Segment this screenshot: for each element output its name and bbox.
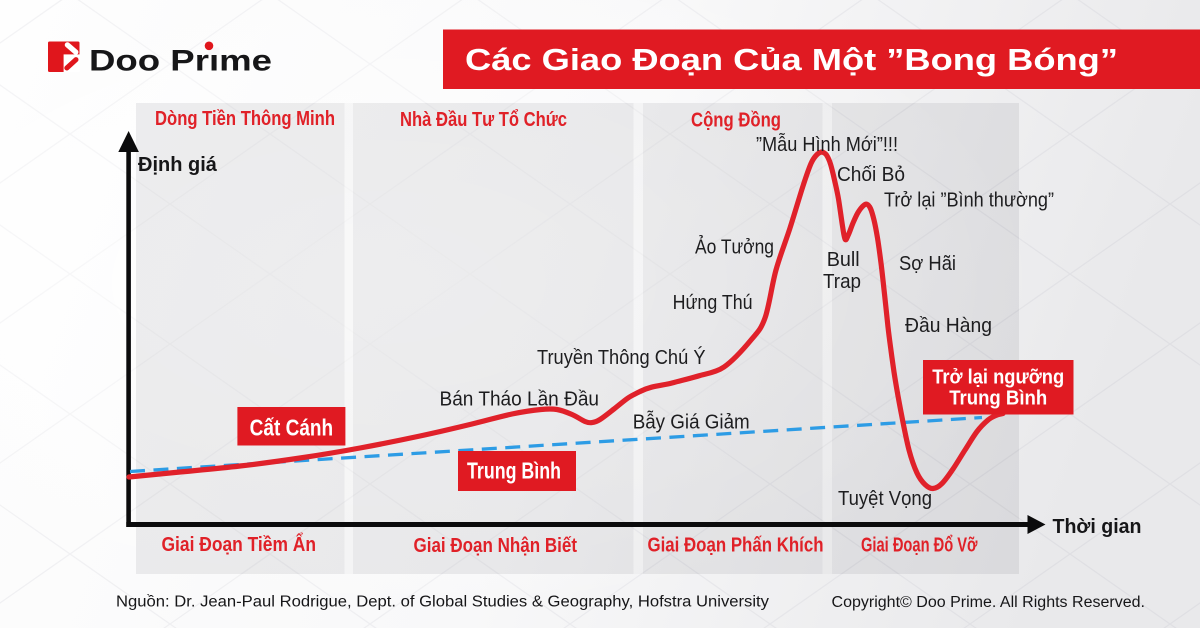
- svg-text:Nhà Đầu Tư Tổ Chức: Nhà Đầu Tư Tổ Chức: [400, 109, 567, 131]
- svg-text:Bán Tháo Lần Đầu: Bán Tháo Lần Đầu: [440, 388, 600, 411]
- svg-text:Giai Đoạn Nhận Biết: Giai Đoạn Nhận Biết: [414, 535, 578, 557]
- svg-text:Chối Bỏ: Chối Bỏ: [837, 163, 905, 186]
- svg-text:Trap: Trap: [823, 270, 861, 293]
- svg-text:Giai Đoạn Tiềm Ẩn: Giai Đoạn Tiềm Ẩn: [162, 533, 317, 556]
- svg-text:Copyright© Doo Prime. All Righ: Copyright© Doo Prime. All Rights Reserve…: [832, 594, 1146, 611]
- svg-text:Trung Bình: Trung Bình: [467, 458, 561, 484]
- svg-text:Dòng Tiền Thông Minh: Dòng Tiền Thông Minh: [155, 108, 335, 130]
- svg-text:Cất Cánh: Cất Cánh: [250, 415, 334, 441]
- svg-text:Giai Đoạn Phấn Khích: Giai Đoạn Phấn Khích: [648, 535, 824, 557]
- svg-text:”Mẫu Hình Mới”!!!: ”Mẫu Hình Mới”!!!: [756, 133, 898, 156]
- svg-text:Trở lại ngưỡng: Trở lại ngưỡng: [932, 367, 1064, 389]
- svg-text:Bull: Bull: [827, 248, 860, 271]
- svg-text:Tuyệt Vọng: Tuyệt Vọng: [838, 487, 932, 510]
- svg-text:Trung Bình: Trung Bình: [949, 388, 1047, 410]
- svg-text:Trở lại ”Bình thường”: Trở lại ”Bình thường”: [884, 189, 1054, 212]
- svg-text:Ảo Tưởng: Ảo Tưởng: [695, 236, 774, 259]
- svg-text:Các Giao Đoạn Của Một ”Bong Bó: Các Giao Đoạn Của Một ”Bong Bóng”: [465, 42, 1118, 77]
- svg-text:Giai Đoạn Đổ Vỡ: Giai Đoạn Đổ Vỡ: [861, 535, 978, 557]
- svg-text:Sợ Hãi: Sợ Hãi: [899, 252, 956, 275]
- svg-text:Bẫy Giá Giảm: Bẫy Giá Giảm: [633, 411, 750, 434]
- svg-text:Đầu Hàng: Đầu Hàng: [905, 314, 992, 337]
- svg-text:Hứng Thú: Hứng Thú: [673, 291, 753, 314]
- svg-text:Truyền Thông Chú Ý: Truyền Thông Chú Ý: [537, 346, 706, 369]
- svg-text:Doo Prime: Doo Prime: [89, 45, 272, 78]
- svg-text:Nguồn: Dr. Jean-Paul Rodrigue,: Nguồn: Dr. Jean-Paul Rodrigue, Dept. of …: [116, 594, 769, 611]
- svg-text:Thời gian: Thời gian: [1053, 515, 1142, 538]
- svg-text:Cộng Đồng: Cộng Đồng: [691, 110, 781, 132]
- svg-text:Định giá: Định giá: [138, 154, 218, 176]
